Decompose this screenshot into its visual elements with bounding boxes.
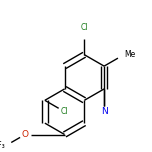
Text: Cl: Cl	[61, 107, 68, 116]
Text: Cl: Cl	[81, 23, 88, 32]
Text: N: N	[101, 107, 107, 116]
Text: Me: Me	[124, 50, 135, 59]
Text: O: O	[22, 130, 29, 139]
Text: CF₃: CF₃	[0, 141, 5, 150]
